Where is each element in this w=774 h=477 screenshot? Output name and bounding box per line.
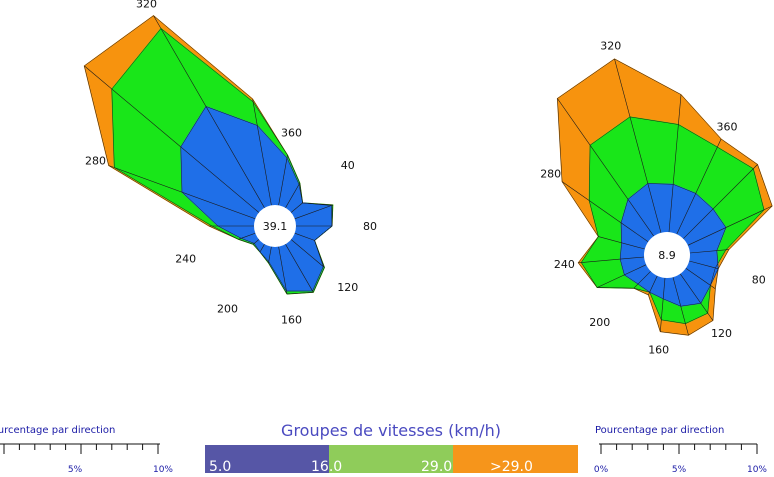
direction-label: 80 (752, 274, 766, 287)
direction-spoke (633, 271, 651, 289)
wind-rose-right: 8.93604080120160200240280320 (540, 39, 773, 357)
direction-label: 320 (600, 39, 621, 52)
speed-legend: Groupes de vitesses (km/h) 5.0 16.0 29.0… (205, 421, 578, 475)
direction-label: 240 (554, 258, 575, 271)
direction-spoke (561, 181, 649, 243)
speed-legend-label: 16.0 (311, 459, 342, 475)
speed-legend-swatch (205, 445, 329, 456)
scale-right-tick-label: 10% (747, 465, 767, 475)
direction-spoke (597, 264, 647, 288)
speed-legend-swatch (329, 445, 453, 456)
direction-spoke (689, 249, 729, 254)
calm-value: 39.1 (263, 220, 288, 233)
direction-spoke (84, 65, 260, 213)
scale-right-tick-label: 5% (672, 465, 687, 475)
scale-right-tick-label: 0% (594, 465, 609, 475)
direction-spoke (290, 202, 303, 213)
calm-circle (254, 205, 296, 247)
speed-legend-title: Groupes de vitesses (km/h) (281, 421, 501, 440)
direction-spoke (294, 232, 315, 241)
direction-label: 360 (717, 120, 738, 133)
direction-label: 280 (540, 168, 561, 181)
direction-label: 40 (341, 159, 355, 172)
direction-spoke (285, 182, 301, 208)
scale-right-title: Pourcentage par direction (595, 425, 724, 436)
speed-group-outline (557, 58, 773, 336)
scale-left-tick-label: 5% (68, 465, 83, 475)
direction-spoke (268, 246, 272, 263)
calm-circle (644, 232, 690, 278)
direction-label: 200 (217, 302, 238, 315)
direction-label: 120 (711, 327, 732, 340)
scale-left: Pourcentage par direction 5% 10% (0, 425, 173, 475)
direction-label: 360 (281, 126, 302, 139)
direction-label: 320 (136, 0, 157, 10)
speed-group-area (180, 105, 333, 292)
direction-spoke (278, 246, 288, 295)
wind-rose-left: 39.1 360 40 80 120 160 200 240 280 320 (83, 0, 377, 327)
direction-label: 280 (85, 155, 106, 168)
direction-spoke (294, 204, 333, 220)
speed-legend-label: >29.0 (490, 459, 533, 475)
direction-spoke (557, 98, 655, 237)
direction-spoke (285, 244, 314, 293)
direction-spoke (278, 155, 288, 206)
direction-label: 200 (589, 316, 610, 329)
direction-label: 80 (363, 220, 377, 233)
direction-spoke (614, 58, 662, 233)
direction-spoke (660, 277, 666, 332)
speed-legend-label: 5.0 (209, 459, 231, 475)
scale-left-title: Pourcentage par direction (0, 425, 115, 436)
direction-spoke (290, 239, 325, 268)
direction-label: 160 (281, 314, 302, 327)
direction-spoke (668, 94, 682, 233)
speed-group-outline (180, 106, 333, 292)
scale-left-tick-label: 10% (153, 465, 173, 475)
speed-legend-label: 29.0 (421, 459, 452, 475)
speed-legend-swatch (453, 445, 578, 456)
speed-legend-label-bg (205, 456, 329, 473)
direction-spoke (687, 205, 773, 246)
direction-spoke (676, 138, 722, 235)
direction-spoke (689, 260, 719, 269)
speed-legend-label-bg (329, 456, 453, 473)
direction-spoke (683, 164, 758, 239)
speed-group-outline (84, 15, 334, 295)
direction-label: 240 (175, 253, 196, 266)
direction-spoke (578, 256, 645, 264)
direction-label: 120 (337, 281, 358, 294)
speed-group-outline (581, 116, 765, 324)
direction-spoke (679, 273, 714, 321)
direction-label: 160 (648, 344, 669, 357)
speed-legend-label-bg (453, 456, 578, 473)
direction-spoke (153, 15, 265, 208)
scale-right: Pourcentage par direction 0% 5% 10% (594, 425, 768, 475)
direction-spoke (259, 244, 265, 253)
direction-spoke (252, 98, 272, 206)
direction-spoke (648, 275, 658, 296)
calm-value: 8.9 (658, 249, 676, 262)
